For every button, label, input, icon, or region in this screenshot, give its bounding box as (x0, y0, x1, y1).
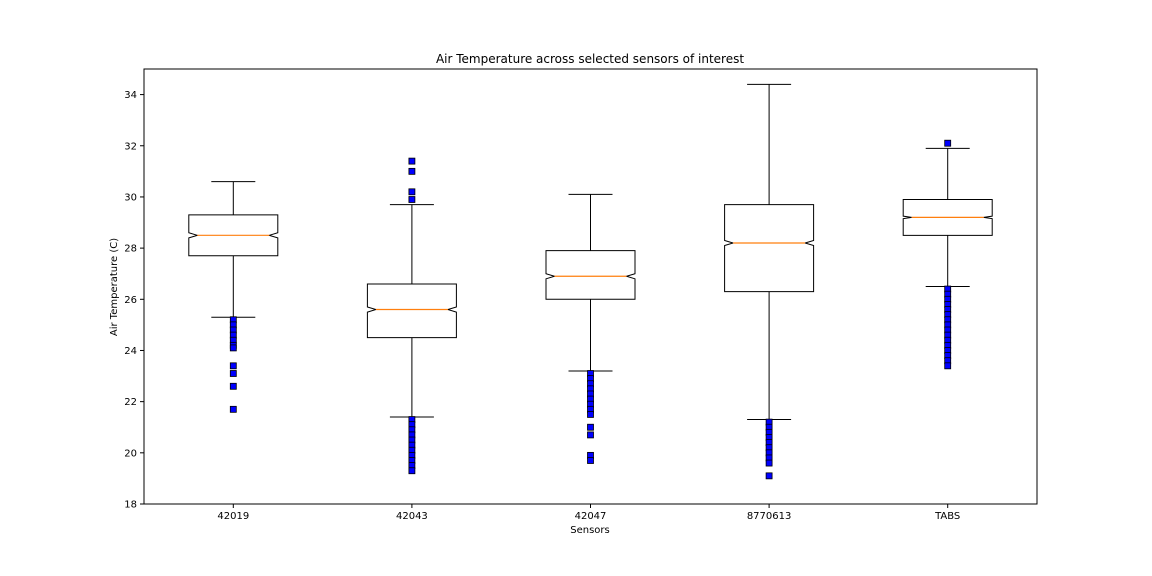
outlier-marker (229, 370, 237, 377)
notched-box (724, 204, 815, 293)
y-axis: 18 20 22 24 26 28 30 32 34 (124, 90, 144, 511)
outlier-marker (587, 411, 594, 418)
y-tick-label: 32 (124, 141, 137, 152)
outlier-marker (587, 431, 594, 439)
y-tick-label: 34 (124, 90, 137, 101)
outlier-marker (229, 344, 237, 352)
outlier-marker (408, 467, 416, 475)
outlier-marker (587, 457, 594, 464)
outlier-marker (229, 362, 237, 370)
outlier-marker (944, 362, 952, 370)
notched-box (545, 250, 636, 300)
box-group-42019 (188, 181, 279, 413)
outlier-marker (229, 405, 237, 413)
outlier-marker (408, 167, 416, 175)
outlier-marker (944, 139, 952, 147)
outlier-marker (229, 382, 237, 390)
y-tick-label: 28 (124, 244, 137, 255)
x-tick-label: 42047 (575, 511, 607, 522)
outlier-marker (408, 188, 416, 196)
y-tick-label: 24 (124, 346, 137, 357)
notched-box (366, 283, 457, 339)
plot-layer (188, 83, 993, 480)
y-tick-label: 26 (124, 295, 137, 306)
x-tick-label: 8770613 (747, 511, 792, 522)
outlier-marker (587, 423, 594, 431)
x-axis: 42019 42043 42047 8770613 TABS (217, 504, 960, 522)
y-axis-label: Air Temperature (C) (109, 238, 120, 336)
box-group-TABS (902, 139, 993, 370)
outlier-marker (765, 472, 773, 480)
x-tick-label: TABS (934, 511, 960, 522)
outlier-marker (408, 196, 416, 203)
y-tick-label: 18 (124, 500, 137, 511)
y-tick-label: 22 (124, 397, 137, 408)
box-group-42047 (545, 193, 636, 464)
y-tick-label: 30 (124, 192, 137, 203)
box-group-42043 (366, 157, 457, 475)
outlier-marker (408, 157, 416, 165)
chart-title: Air Temperature across selected sensors … (436, 52, 744, 66)
box-group-8770613 (724, 83, 815, 480)
x-tick-label: 42043 (396, 511, 428, 522)
x-tick-label: 42019 (217, 511, 249, 522)
x-axis-label: Sensors (570, 525, 610, 536)
outlier-marker (765, 459, 773, 467)
y-tick-label: 20 (124, 448, 137, 459)
